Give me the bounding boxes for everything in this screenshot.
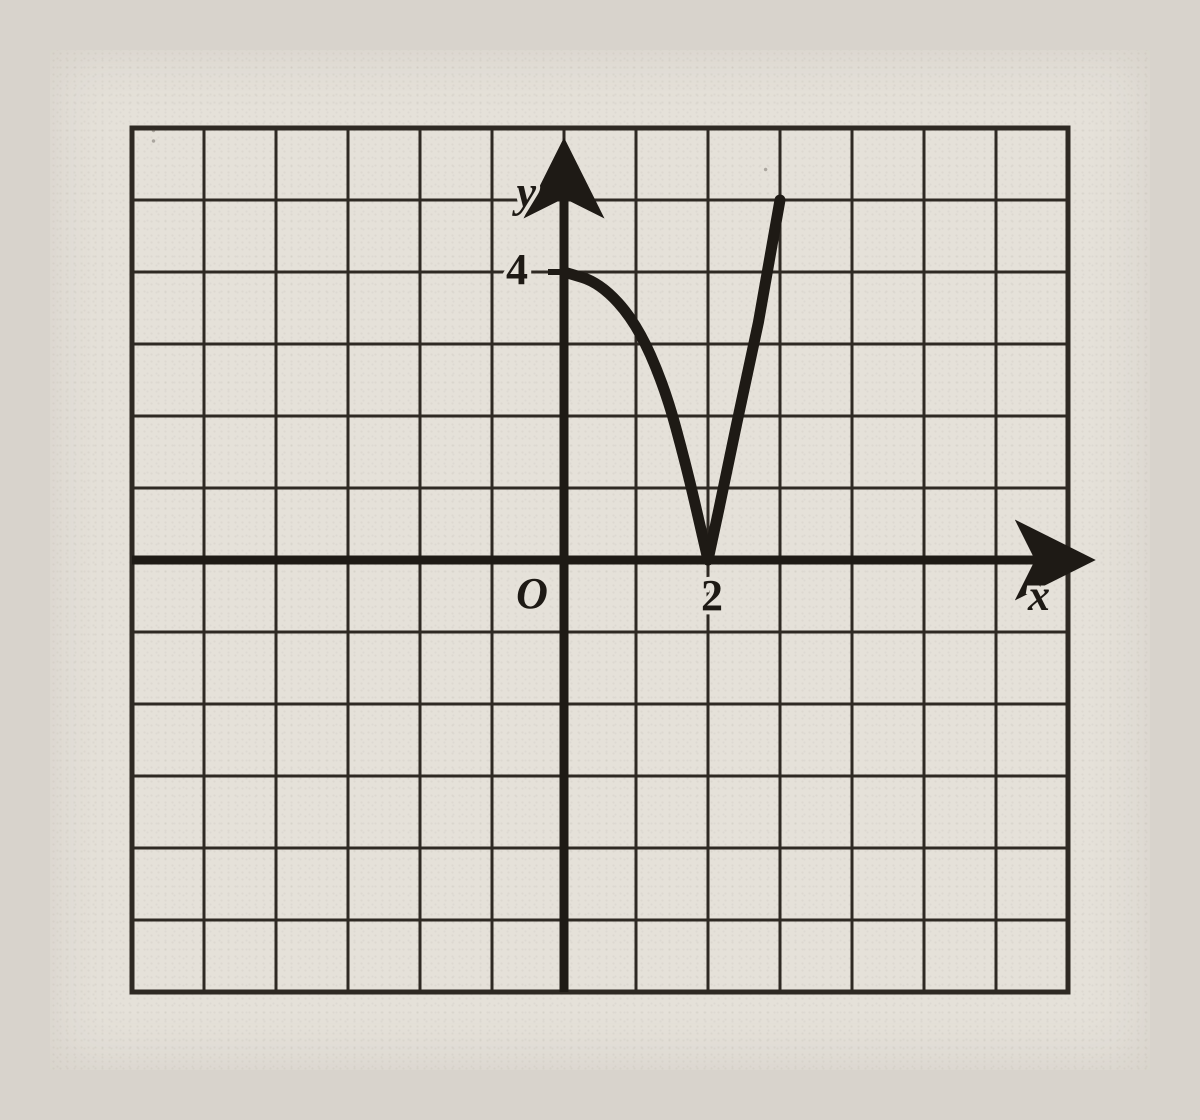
x-tick-label-2: 2	[701, 571, 723, 620]
svg-text::: :	[149, 116, 157, 149]
svg-text:.: .	[762, 145, 770, 178]
y-axis-label: y	[511, 167, 536, 216]
x-axis-label: x	[1027, 571, 1050, 620]
curve-right-branch	[708, 200, 780, 560]
chart-paper: y x O 4 2 :.	[50, 50, 1150, 1070]
coordinate-chart: y x O 4 2 :.	[50, 50, 1150, 1070]
origin-label: O	[516, 569, 548, 618]
y-tick-label-4: 4	[506, 245, 528, 294]
curve	[564, 200, 780, 560]
